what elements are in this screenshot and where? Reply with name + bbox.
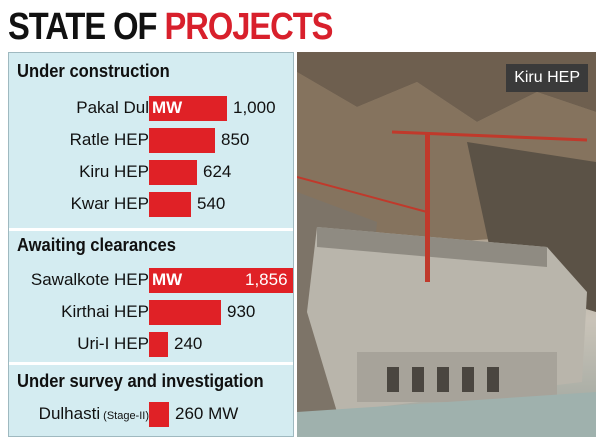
bar-unit-label: MW	[152, 270, 183, 289]
title-part-1: STATE OF	[8, 6, 165, 48]
bar	[149, 332, 168, 357]
bar-value-label: 240	[174, 334, 203, 353]
bar-category-label: Kirthai HEP	[61, 302, 149, 321]
bar-row: Dulhasti (Stage-II) 260 MW	[9, 399, 295, 429]
bar	[149, 160, 197, 185]
bar	[149, 128, 215, 153]
bar-category-label: Pakal Dul	[76, 98, 149, 117]
bar-unit-label: MW	[152, 98, 183, 117]
bar	[149, 268, 293, 293]
bar	[149, 192, 191, 217]
bar	[149, 96, 227, 121]
chart-panel: Under construction Pakal Dul MW 1,000 Ratle…	[8, 52, 294, 437]
project-photo: Kiru HEP	[297, 52, 596, 437]
bar-value-label: 850	[221, 130, 250, 149]
bar	[149, 402, 169, 427]
bar-row: Kwar HEP 540	[9, 189, 295, 219]
bar-category-label: Sawalkote HEP	[30, 270, 149, 289]
bar-row: Pakal Dul MW 1,000	[9, 93, 295, 123]
bar-category-label: Kiru HEP	[79, 162, 149, 181]
bar-value-label: 930	[227, 302, 256, 321]
bar-row: Ratle HEP 850	[9, 125, 295, 155]
bar	[149, 300, 221, 325]
bar-value-label: 1,000	[233, 98, 276, 117]
bar-value-label: 624	[203, 162, 232, 181]
bar-category-label: Kwar HEP	[70, 194, 149, 213]
bar-value-label: 540	[197, 194, 226, 213]
page-title: STATE OF PROJECTS	[8, 6, 334, 48]
section-divider	[9, 228, 293, 231]
bar-row: Kiru HEP 624	[9, 157, 295, 187]
title-part-2: PROJECTS	[164, 6, 334, 48]
bar-value-label: 260 MW	[175, 404, 239, 423]
bar-category-label: Ratle HEP	[69, 130, 149, 149]
bar-value-label: 1,856	[245, 270, 288, 289]
bar-row: Uri-I HEP 240	[9, 329, 295, 359]
dam-photo-illustration	[297, 52, 596, 437]
bar-row: Kirthai HEP 930	[9, 297, 295, 327]
section-title-under-survey: Under survey and investigation	[17, 371, 264, 391]
section-divider	[9, 362, 293, 365]
photo-caption: Kiru HEP	[506, 64, 588, 92]
bar-category-label: Dulhasti (Stage-II)	[38, 404, 149, 423]
section-title-under-construction: Under construction	[17, 61, 170, 81]
bar-category-suffix: (Stage-II)	[100, 410, 149, 422]
bar-row: Sawalkote HEP MW 1,856	[9, 265, 295, 295]
section-title-awaiting-clearances: Awaiting clearances	[17, 235, 176, 255]
bar-category-label: Uri-I HEP	[77, 334, 149, 353]
